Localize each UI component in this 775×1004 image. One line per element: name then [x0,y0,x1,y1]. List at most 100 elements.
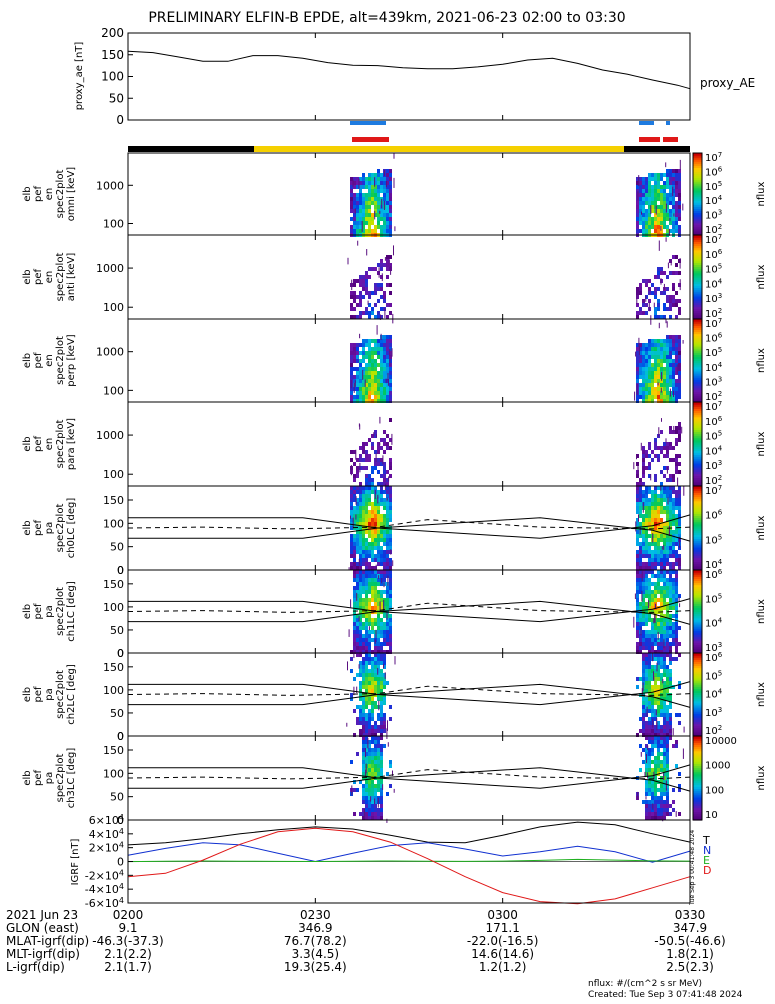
heatmap-cell [365,530,368,534]
heatmap-cell [645,804,648,808]
heatmap-cell [660,701,663,705]
heatmap-cell [386,303,389,307]
heatmap-cell [377,646,380,650]
orbit-bar-shadow [624,146,690,152]
heatmap-cell [636,379,639,383]
heatmap-cell [645,721,648,725]
heatmap-cell [669,661,672,665]
heatmap-cell [389,367,392,371]
heatmap-cell [389,590,392,594]
heatmap-cell [636,399,639,403]
heatmap-cell [350,189,353,193]
colorbar-cell [693,402,702,405]
heatmap-cell [672,788,675,792]
heatmap-cell [350,185,353,189]
heatmap-cell [660,446,663,450]
heatmap-speck [658,427,660,437]
colorbar-cell [693,196,702,199]
heatmap-cell [660,713,663,717]
colorbar-cell [693,619,702,623]
heatmap-cell [386,181,389,185]
colorbar-cell [693,613,702,617]
heatmap-speck [350,515,351,519]
heatmap-cell [362,442,365,446]
colorbar-cell [693,733,702,737]
heatmap-cell [374,578,377,582]
colorbar-cell [693,385,702,389]
heatmap-cell [368,677,371,681]
heatmap-cell [377,602,380,606]
heatmap-cell [657,657,660,661]
heatmap-cell [374,530,377,534]
heatmap-cell [678,283,681,287]
heatmap-cell [380,697,383,701]
heatmap-cell [380,792,383,796]
heatmap-cell [356,634,359,638]
ephemeris-row-label: GLON (east) [6,921,79,935]
heatmap-cell [654,446,657,450]
heatmap-cell [383,502,386,506]
heatmap-cell [648,209,651,213]
heatmap-cell [386,482,389,486]
colorbar-cell [693,698,702,702]
heatmap-cell [648,379,651,383]
heatmap-cell [666,299,669,303]
heatmap-cell [359,197,362,201]
heatmap-cell [636,776,639,780]
heatmap-cell [368,713,371,717]
colorbar-cell [693,258,702,261]
heatmap-cell [672,209,675,213]
heatmap-cell [669,229,672,233]
heatmap-cell [377,713,380,717]
heatmap-cell [660,201,663,205]
heatmap-cell [648,812,651,816]
ephemeris-value: 2.1(1.7) [104,960,152,974]
heatmap-cell [374,729,377,733]
heatmap-cell [365,221,368,225]
heatmap-cell [642,470,645,474]
heatmap-cell [386,546,389,550]
heatmap-cell [642,586,645,590]
heatmap-cell [642,721,645,725]
heatmap-cell [380,315,383,319]
heatmap-speck [640,627,642,636]
heatmap-cell [368,808,371,812]
heatmap-cell [648,343,651,347]
heatmap-cell [660,570,663,574]
heatmap-cell [368,752,371,756]
heatmap-cell [383,299,386,303]
heatmap-cell [374,558,377,562]
heatmap-cell [362,590,365,594]
heatmap-cell [350,494,353,498]
heatmap-cell [666,646,669,650]
heatmap-cell [389,213,392,217]
heatmap-cell [678,383,681,387]
heatmap-cell [660,518,663,522]
heatmap-cell [389,359,392,363]
heatmap-cell [663,359,666,363]
heatmap-cell [660,681,663,685]
heatmap-cell [654,375,657,379]
heatmap-cell [359,669,362,673]
heatmap-cell [371,669,374,673]
heatmap-cell [669,502,672,506]
heatmap-cell [380,387,383,391]
heatmap-speck [387,575,389,586]
heatmap-speck [676,364,678,375]
heatmap-cell [377,446,380,450]
heatmap-cell [356,470,359,474]
axis-title-line: elb [22,186,33,201]
heatmap-cell [636,311,639,315]
heatmap-speck [647,745,649,751]
heatmap-cell [663,590,666,594]
heatmap-cell [371,526,374,530]
colorbar-cell [693,719,702,723]
heatmap-cell [675,189,678,193]
colorbar-cell [693,738,702,741]
heatmap-cell [359,618,362,622]
heatmap-cell [383,291,386,295]
colorbar-cell [693,684,702,687]
heatmap-cell [386,470,389,474]
heatmap-cell [663,189,666,193]
